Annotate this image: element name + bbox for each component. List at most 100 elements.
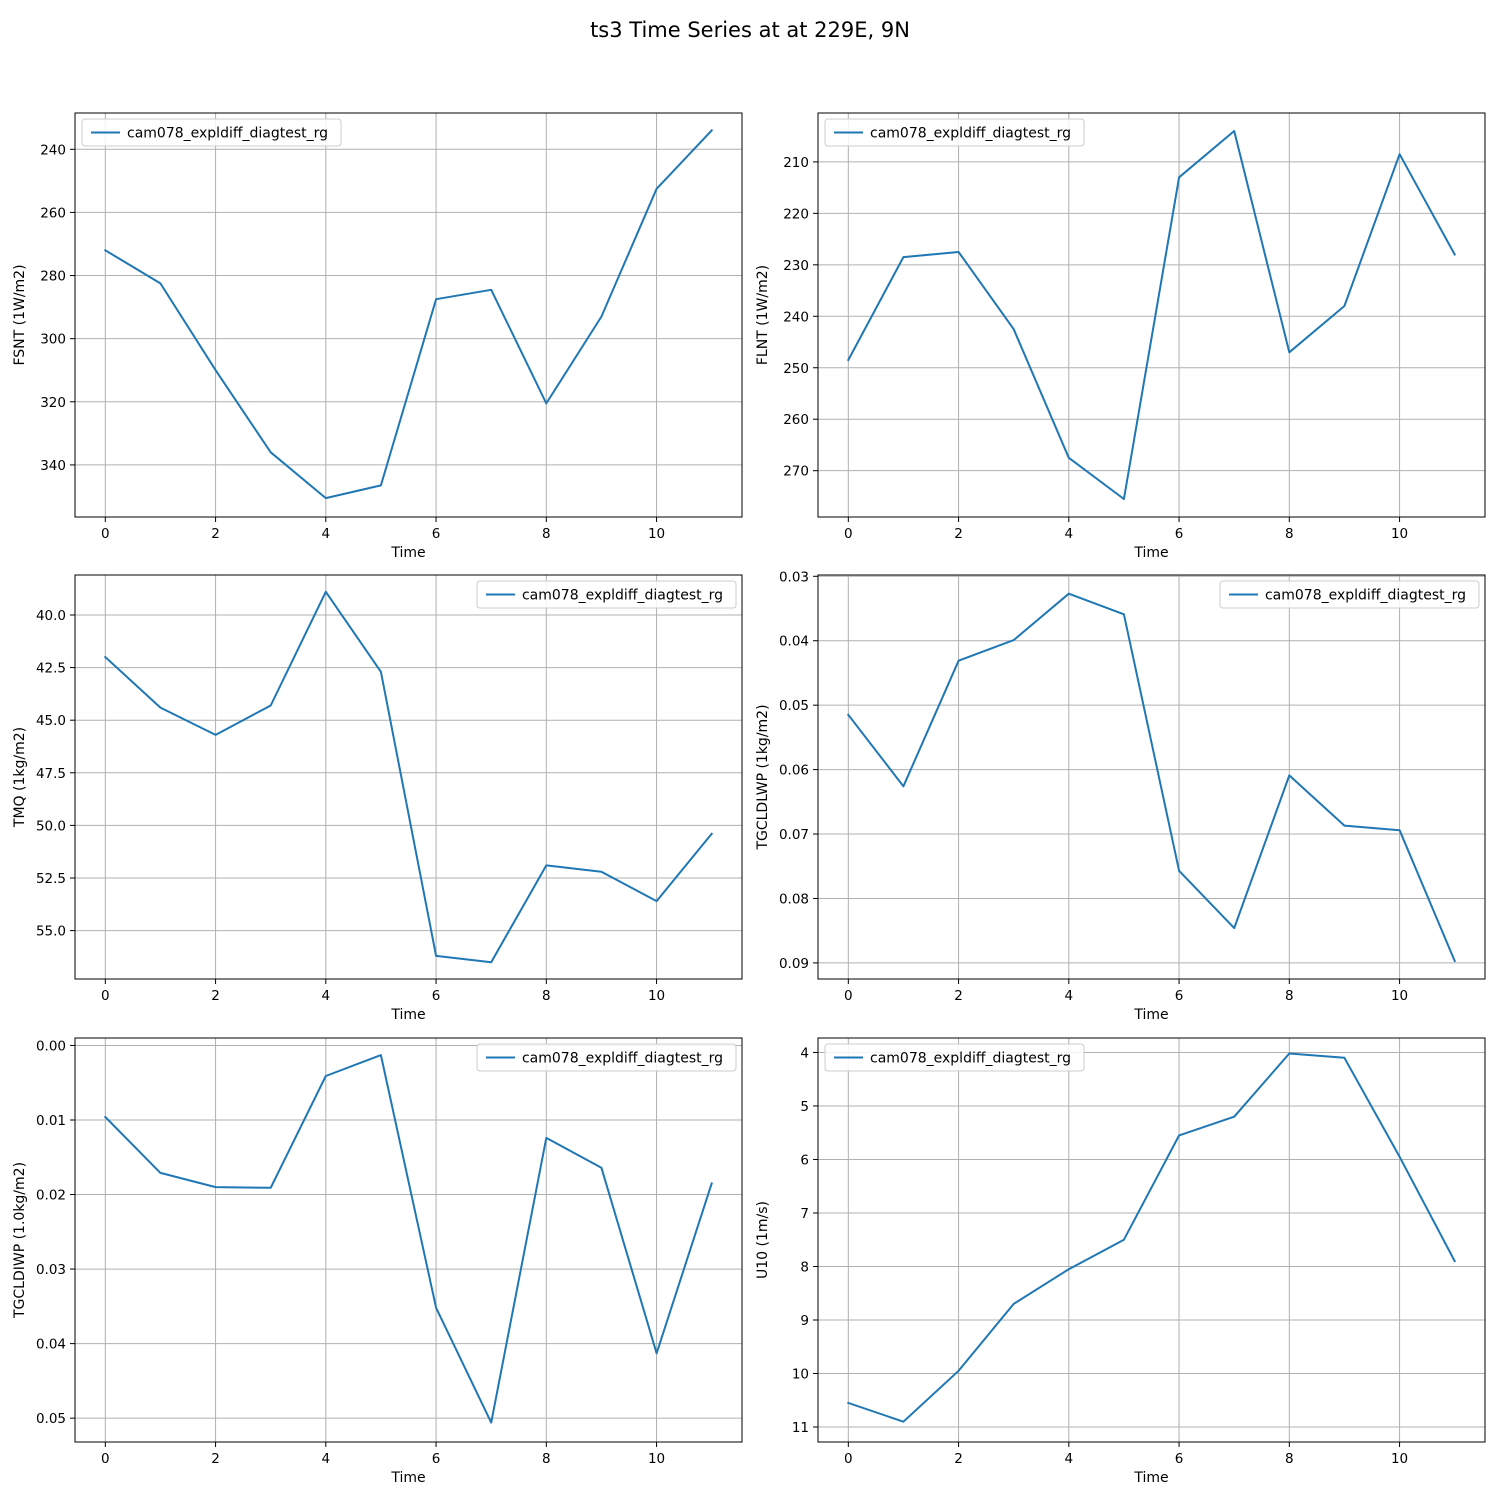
legend-box (824, 1043, 1085, 1072)
y-tick-label: 260 (783, 412, 809, 428)
y-tick-label: 220 (783, 206, 809, 222)
series-line (846, 130, 1457, 500)
y-tick-label: 0.06 (779, 763, 809, 779)
series-line (847, 1052, 1457, 1423)
y-tick-label: 6 (800, 1152, 809, 1168)
subplot-4: 0 2 4 6 8 10 0.03 0.04 0.05 0.06 0.07 0.08 0.09 Time T… (755, 569, 1486, 1023)
x-tick-label: 6 (1175, 526, 1184, 542)
x-axis-label: Time (1133, 545, 1168, 561)
y-tick-label: 4 (800, 1045, 809, 1061)
y-tick-label: 340 (40, 458, 66, 474)
legend: cam078_expldiff_diagtest_rg (824, 118, 1085, 147)
x-tick-label: 10 (1391, 526, 1408, 542)
axes-frame (74, 1037, 743, 1443)
y-axis-label: TGCLDIWP (1.0kg/m2) (12, 1162, 28, 1319)
x-tick-label: 4 (1065, 1451, 1074, 1467)
legend-label: cam078_expldiff_diagtest_rg (522, 1051, 723, 1067)
x-tick-label: 2 (954, 526, 963, 542)
y-tick-label: 5 (800, 1099, 809, 1115)
y-tick-label: 0.05 (36, 1411, 66, 1427)
x-tick-label: 8 (542, 988, 551, 1004)
x-tick-label: 10 (1391, 988, 1408, 1004)
x-axis-label: Time (1133, 1007, 1168, 1023)
y-tick-label: 42.5 (36, 661, 66, 677)
y-tick-label: 8 (800, 1259, 809, 1275)
y-tick-label: 260 (40, 205, 66, 221)
y-tick-label: 10 (792, 1367, 809, 1383)
legend-box (81, 118, 342, 147)
x-tick-label: 2 (211, 988, 220, 1004)
y-tick-label: 300 (40, 332, 66, 348)
x-axis-label: Time (390, 545, 425, 561)
y-tick-label: 0.04 (779, 634, 809, 650)
legend-box (824, 118, 1085, 147)
axes-frame (817, 574, 1486, 980)
y-tick-label: 0.00 (36, 1038, 66, 1054)
x-tick-label: 2 (211, 526, 220, 542)
legend: cam078_expldiff_diagtest_rg (81, 118, 342, 147)
axes-frame (74, 112, 743, 518)
legend-label: cam078_expldiff_diagtest_rg (1265, 588, 1466, 604)
series-line (103, 590, 714, 964)
x-tick-label: 6 (1175, 988, 1184, 1004)
x-tick-label: 8 (1285, 526, 1294, 542)
y-tick-label: 7 (800, 1206, 809, 1222)
x-tick-label: 2 (211, 1451, 220, 1467)
x-tick-label: 4 (322, 1451, 331, 1467)
x-tick-label: 0 (101, 988, 110, 1004)
y-tick-label: 0.07 (779, 827, 809, 843)
x-tick-label: 4 (1065, 988, 1074, 1004)
x-tick-label: 10 (648, 1451, 665, 1467)
x-tick-label: 10 (648, 988, 665, 1004)
legend: cam078_expldiff_diagtest_rg (476, 580, 737, 609)
x-tick-label: 0 (101, 1451, 110, 1467)
legend-label: cam078_expldiff_diagtest_rg (522, 588, 723, 604)
y-axis-label: TGCLDLWP (1kg/m2) (755, 704, 771, 850)
x-tick-label: 0 (844, 988, 853, 1004)
y-tick-label: 210 (783, 155, 809, 171)
y-axis-label: U10 (1m/s) (755, 1201, 771, 1279)
x-tick-label: 0 (844, 1451, 853, 1467)
y-tick-label: 240 (40, 142, 66, 158)
legend-box (476, 580, 737, 609)
y-tick-label: 250 (783, 361, 809, 377)
y-tick-label: 0.09 (779, 956, 809, 972)
y-tick-label: 40.0 (36, 608, 66, 624)
subplot-2: 0 2 4 6 8 10 210 220 230 240 250 260 270 Time FLNT (1W… (755, 112, 1486, 561)
x-tick-label: 6 (432, 526, 441, 542)
subplot-3: 0 2 4 6 8 10 40.0 42.5 45.0 47.5 50.0 52.5 55.0 Time T… (12, 574, 743, 1023)
x-tick-label: 0 (844, 526, 853, 542)
y-tick-label: 0.05 (779, 698, 809, 714)
x-tick-label: 8 (542, 1451, 551, 1467)
x-tick-label: 4 (322, 526, 331, 542)
x-tick-label: 4 (1065, 526, 1074, 542)
legend-box (476, 1043, 737, 1072)
y-axis-label: FLNT (1W/m2) (755, 265, 771, 365)
legend-label: cam078_expldiff_diagtest_rg (127, 126, 328, 142)
legend-label: cam078_expldiff_diagtest_rg (870, 1051, 1071, 1067)
x-tick-label: 10 (648, 526, 665, 542)
series-line (846, 592, 1457, 963)
subplot-6: 0 2 4 6 8 10 4 5 6 7 8 9 10 11 Time U10 (1m/s) cam078_ex… (755, 1037, 1486, 1486)
y-tick-label: 0.02 (36, 1188, 66, 1204)
x-tick-label: 6 (432, 988, 441, 1004)
x-tick-label: 8 (1285, 1451, 1294, 1467)
y-tick-label: 280 (40, 269, 66, 285)
y-axis-label: TMQ (1kg/m2) (12, 727, 28, 828)
y-tick-label: 45.0 (36, 713, 66, 729)
axes-frame (74, 574, 743, 980)
y-tick-label: 52.5 (36, 871, 66, 887)
y-tick-label: 0.04 (36, 1337, 66, 1353)
x-axis-label: Time (390, 1007, 425, 1023)
x-axis-label: Time (1133, 1470, 1168, 1486)
y-axis-label: FSNT (1W/m2) (12, 264, 28, 365)
y-tick-label: 47.5 (36, 766, 66, 782)
y-tick-label: 0.08 (779, 891, 809, 907)
y-tick-label: 240 (783, 309, 809, 325)
subplot-1: 0 2 4 6 8 10 240 260 280 300 320 340 Time FSNT (1W/m2… (12, 112, 743, 561)
y-tick-label: 0.01 (36, 1113, 66, 1129)
legend-label: cam078_expldiff_diagtest_rg (870, 126, 1071, 142)
y-tick-label: 320 (40, 395, 66, 411)
x-tick-label: 4 (322, 988, 331, 1004)
